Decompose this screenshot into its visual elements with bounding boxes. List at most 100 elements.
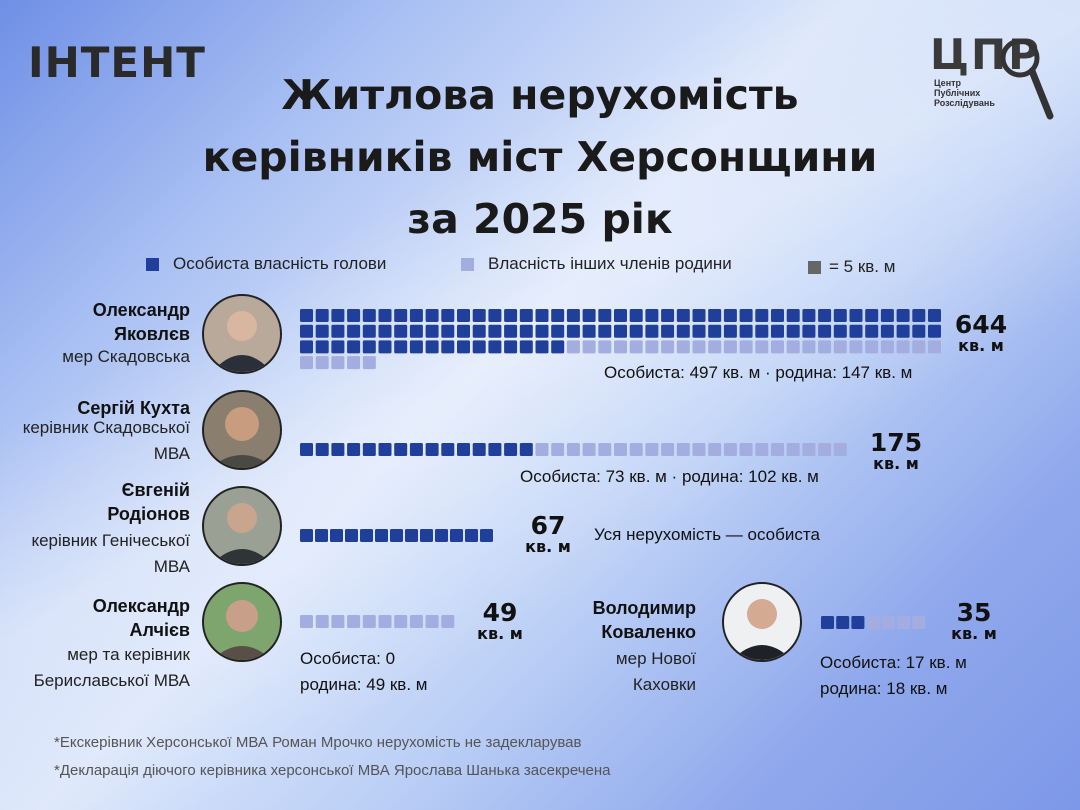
- personal-square: [425, 443, 439, 456]
- personal-square: [472, 309, 486, 322]
- total-label: 35 кв. м: [951, 598, 997, 643]
- personal-square: [425, 340, 439, 354]
- family-square: [629, 340, 643, 354]
- personal-square: [360, 529, 373, 542]
- personal-square: [331, 443, 345, 456]
- family-square: [362, 615, 376, 628]
- personal-square: [535, 324, 549, 338]
- personal-square: [771, 309, 784, 322]
- family-square: [723, 340, 737, 354]
- personal-square: [441, 443, 455, 456]
- personal-square: [409, 309, 423, 322]
- personal-square: [802, 324, 816, 338]
- personal-square: [708, 309, 722, 322]
- family-square: [818, 443, 832, 456]
- family-square: [833, 340, 847, 354]
- personal-square: [300, 340, 313, 354]
- breakdown-note: Особиста: 73 кв. м · родина: 102 кв. м: [520, 467, 819, 486]
- family-square: [880, 340, 894, 354]
- family-square: [425, 615, 439, 628]
- legend-family-label: Власність інших членів родини: [488, 254, 732, 273]
- personal-square: [598, 324, 612, 338]
- personal-square: [472, 340, 486, 354]
- personal-square: [300, 324, 313, 338]
- personal-square: [488, 324, 502, 338]
- personal-square: [315, 529, 328, 542]
- family-square: [912, 616, 926, 629]
- family-square: [771, 340, 784, 354]
- personal-square: [629, 324, 643, 338]
- personal-square: [645, 324, 659, 338]
- personal-square: [394, 443, 408, 456]
- personal-square: [435, 529, 448, 542]
- personal-square: [566, 309, 580, 322]
- cpr-logo-text: ЦПР: [930, 30, 1041, 79]
- avatar: [202, 294, 282, 374]
- cpr-logo-subtitle: Центр Публічних Розслідувань: [934, 78, 995, 108]
- personal-square: [425, 324, 439, 338]
- legend-unit: = 5 кв. м: [808, 257, 895, 277]
- person-name: Олександр Яковлєв: [92, 300, 190, 344]
- personal-square: [378, 340, 392, 354]
- family-square: [315, 356, 329, 370]
- magnifier-icon: [1000, 38, 1054, 120]
- personal-square: [551, 309, 565, 322]
- avatar: [202, 486, 282, 566]
- personal-square: [582, 309, 596, 322]
- personal-square: [614, 309, 627, 322]
- personal-square: [896, 309, 910, 322]
- family-square: [300, 615, 313, 628]
- personal-square: [378, 324, 392, 338]
- personal-square: [928, 309, 941, 322]
- personal-square: [362, 340, 376, 354]
- family-square: [866, 616, 880, 629]
- family-square: [723, 443, 737, 456]
- family-square: [582, 443, 596, 456]
- personal-square: [821, 616, 834, 629]
- family-square: [315, 615, 329, 628]
- breakdown-note: Уся нерухомість — особиста: [594, 525, 820, 544]
- personal-square: [394, 324, 408, 338]
- personal-square: [629, 309, 643, 322]
- personal-square: [488, 309, 502, 322]
- personal-square: [723, 324, 737, 338]
- family-square: [394, 615, 408, 628]
- total-label: 67 кв. м: [525, 511, 571, 556]
- personal-square: [833, 324, 847, 338]
- family-square: [833, 443, 847, 456]
- family-square: [362, 356, 376, 370]
- cpr-logo: ЦПР Центр Публічних Розслідувань: [930, 30, 1055, 120]
- personal-square: [331, 324, 345, 338]
- personal-square: [375, 529, 388, 542]
- legend-personal-label: Особиста власність голови: [173, 254, 387, 273]
- footnote: *Екскерівник Херсонської МВА Роман Мрочк…: [54, 734, 582, 751]
- family-square: [645, 443, 659, 456]
- legend-unit-swatch: [808, 260, 821, 274]
- personal-square: [347, 443, 361, 456]
- person-name: Сергій Кухта: [77, 398, 190, 418]
- personal-square: [645, 309, 659, 322]
- personal-square: [441, 309, 455, 322]
- family-square: [598, 340, 612, 354]
- family-square: [802, 340, 816, 354]
- family-square: [629, 443, 643, 456]
- personal-square: [723, 309, 737, 322]
- family-square: [331, 356, 345, 370]
- breakdown-note: Особиста: 17 кв. м родина: 18 кв. м: [820, 653, 967, 698]
- family-square: [614, 340, 627, 354]
- family-square: [645, 340, 659, 354]
- family-square: [535, 443, 549, 456]
- personal-square: [457, 324, 470, 338]
- family-square: [347, 356, 361, 370]
- personal-square: [928, 324, 941, 338]
- personal-square: [771, 324, 784, 338]
- personal-square: [865, 324, 879, 338]
- personal-square: [708, 324, 722, 338]
- personal-square: [661, 324, 675, 338]
- personal-square: [535, 309, 549, 322]
- family-square: [786, 340, 800, 354]
- personal-square: [880, 309, 894, 322]
- personal-square: [519, 340, 533, 354]
- personal-square: [300, 309, 313, 322]
- personal-square: [836, 616, 850, 629]
